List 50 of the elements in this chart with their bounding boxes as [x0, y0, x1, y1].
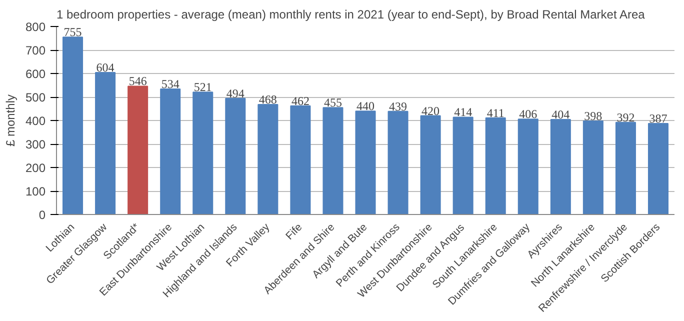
data-label: 494 [226, 86, 244, 100]
bar [128, 86, 148, 214]
chart-title: 1 bedroom properties - average (mean) monthly rents in 2021 (year to end-Sept), by Broad Rental Market Area [56, 8, 646, 22]
bar [225, 98, 246, 214]
data-label: 398 [584, 108, 602, 123]
bar [95, 72, 116, 214]
data-label: 392 [616, 110, 635, 124]
bar [615, 122, 636, 214]
data-label: 439 [389, 99, 408, 114]
y-tick-label: 100 [25, 184, 46, 198]
data-label: 404 [552, 108, 570, 122]
bar [258, 104, 278, 214]
data-label: 440 [356, 99, 374, 114]
y-tick-label: 700 [25, 44, 46, 58]
bar [322, 107, 344, 214]
data-label: 414 [454, 105, 472, 120]
bar [648, 123, 668, 214]
bar [192, 92, 214, 214]
bar [485, 117, 506, 214]
data-label: 468 [258, 92, 277, 107]
data-label: 420 [422, 104, 440, 118]
bar [290, 105, 311, 214]
bar [582, 120, 604, 214]
bar [160, 88, 181, 214]
x-tick-label: Fife [284, 221, 305, 242]
y-axis-title: £ monthly [3, 94, 18, 147]
bar [355, 110, 376, 214]
bar [388, 110, 408, 214]
y-tick-label: 200 [25, 161, 46, 175]
bar [452, 116, 474, 214]
data-label: 755 [64, 25, 82, 40]
bar [420, 115, 441, 214]
bar [550, 119, 571, 214]
data-label: 411 [486, 106, 504, 120]
y-tick-label: 500 [25, 90, 46, 104]
data-label: 534 [161, 77, 180, 92]
y-tick-label: 600 [25, 67, 46, 81]
data-label: 387 [649, 112, 668, 126]
y-tick-label: 400 [25, 114, 46, 128]
y-tick-label: 800 [25, 20, 46, 34]
data-label: 462 [291, 94, 310, 108]
bar [62, 36, 84, 214]
bar [518, 118, 538, 214]
data-label: 546 [128, 74, 147, 88]
data-label: 406 [519, 107, 538, 122]
y-tick-label: 300 [25, 138, 46, 152]
y-tick-label: 0 [38, 208, 46, 222]
data-label: 604 [96, 60, 114, 75]
data-label: 521 [194, 80, 212, 94]
data-label: 455 [324, 96, 342, 110]
